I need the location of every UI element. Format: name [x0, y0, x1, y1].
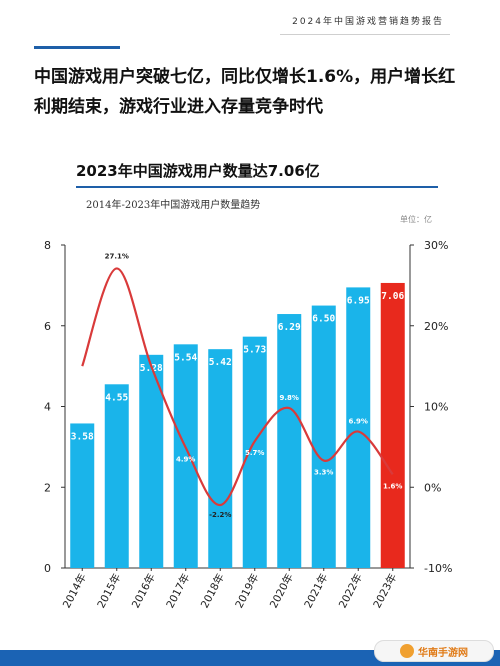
right-tick-label: 30%	[424, 239, 448, 252]
bar-value-label: 6.95	[347, 295, 370, 306]
chart-title: 2023年中国游戏用户数量达7.06亿	[76, 162, 320, 180]
header-divider	[280, 34, 450, 35]
growth-rate-line	[81, 267, 394, 507]
x-tick-label: 2014年	[60, 571, 89, 610]
left-tick-label: 4	[44, 401, 51, 414]
x-tick-label: 2018年	[198, 571, 227, 610]
left-tick-label: 2	[44, 481, 51, 494]
bar	[208, 349, 233, 568]
growth-rate-label: 4.9%	[176, 456, 195, 464]
growth-rate-label: 3.3%	[314, 469, 333, 477]
watermark-text: 华南手游网	[418, 647, 468, 659]
right-tick-label: 10%	[424, 401, 448, 414]
x-tick-label: 2016年	[129, 571, 158, 610]
watermark-badge: 华南手游网	[374, 640, 494, 662]
bar-value-label: 6.50	[312, 314, 335, 325]
x-tick-label: 2020年	[267, 571, 296, 610]
bar	[70, 423, 95, 568]
bar-value-label: 5.42	[209, 357, 232, 368]
bar	[104, 384, 129, 568]
bar	[242, 336, 267, 568]
growth-rate-label: 27.1%	[105, 252, 129, 260]
bar	[346, 287, 371, 568]
bar	[277, 314, 302, 568]
bar-value-label: 6.29	[278, 322, 301, 333]
report-header-title: 2024年中国游戏营销趋势报告	[292, 17, 444, 27]
bar	[173, 344, 198, 568]
x-tick-label: 2021年	[301, 571, 330, 610]
right-tick-label: 0%	[424, 481, 441, 494]
growth-rate-label: 9.8%	[280, 394, 299, 402]
growth-rate-label: 5.7%	[245, 449, 264, 457]
x-tick-label: 2015年	[94, 571, 123, 610]
left-tick-label: 8	[44, 239, 51, 252]
watermark-logo-icon	[400, 644, 414, 658]
right-tick-label: 20%	[424, 320, 448, 333]
bar	[311, 305, 336, 568]
x-tick-label: 2017年	[163, 571, 192, 610]
growth-rate-label: 1.6%	[383, 482, 402, 490]
x-tick-label: 2022年	[336, 571, 365, 610]
growth-rate-label: 6.9%	[349, 418, 368, 426]
growth-rate-label: -2.2%	[209, 511, 231, 519]
chart-unit-label: 单位：亿	[400, 215, 432, 224]
left-tick-label: 6	[44, 320, 51, 333]
bar	[380, 282, 405, 568]
bar-value-label: 7.06	[381, 291, 404, 302]
bar-value-label: 5.54	[174, 352, 197, 363]
accent-divider	[34, 46, 120, 49]
bar	[139, 354, 164, 568]
chart-title-underline	[76, 186, 438, 188]
x-tick-label: 2019年	[232, 571, 261, 610]
bar-value-label: 5.73	[243, 345, 266, 356]
page-headline: 中国游戏用户突破七亿，同比仅增长1.6%，用户增长红利期结束，游戏行业进入存量竞…	[34, 67, 456, 117]
x-tick-label: 2023年	[370, 571, 399, 610]
left-tick-label: 0	[44, 562, 51, 575]
bar-value-label: 4.55	[105, 392, 128, 403]
bar-value-label: 3.58	[71, 431, 94, 442]
chart-subtitle: 2014年-2023年中国游戏用户数量趋势	[86, 200, 261, 211]
right-tick-label: -10%	[424, 562, 452, 575]
